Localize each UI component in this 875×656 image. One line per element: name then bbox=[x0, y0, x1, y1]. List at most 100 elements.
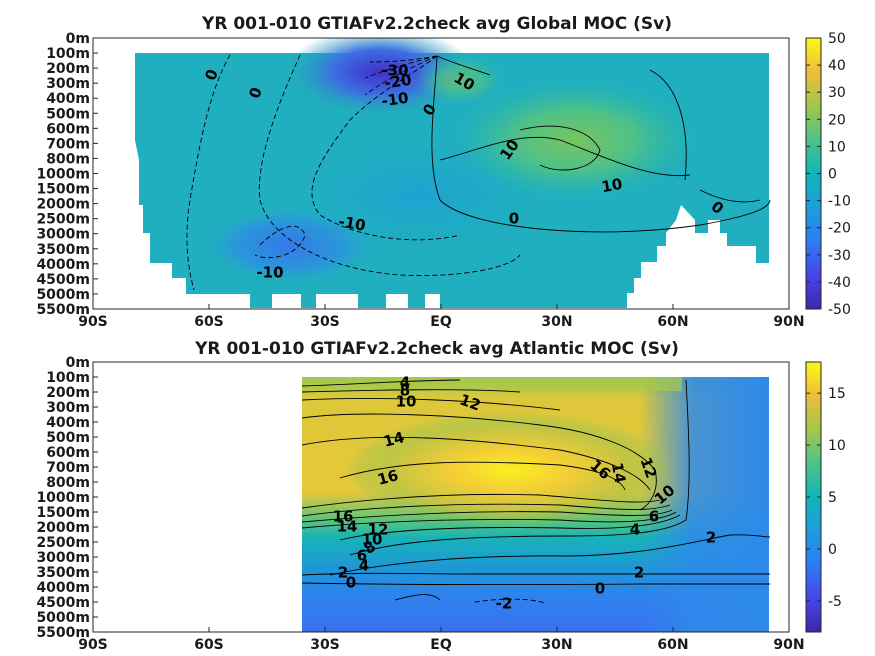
contour-label: 14 bbox=[608, 461, 629, 485]
contour-label: 6 bbox=[649, 508, 659, 526]
atlantic-max-core bbox=[345, 412, 675, 528]
global-y-tick-label: 1000m bbox=[36, 167, 90, 183]
atlantic-x-tick-label: 60N bbox=[657, 637, 688, 653]
global-x-tick-label: EQ bbox=[430, 314, 452, 330]
atlantic-y-tick-label: 4500m bbox=[36, 595, 90, 611]
global-y-tick-label: 5000m bbox=[36, 287, 90, 303]
global-colorbar-tick-label: -50 bbox=[828, 302, 851, 318]
contour-label: -20 bbox=[383, 71, 412, 93]
atlantic-north-blue bbox=[640, 377, 769, 632]
global-x-tick-label: 90S bbox=[78, 314, 108, 330]
atlantic-colorbar-tick-label: 5 bbox=[828, 490, 837, 506]
contour-label: 0 bbox=[509, 210, 519, 228]
global-y-tick-label: 2000m bbox=[36, 197, 90, 213]
global-y-tick-label: 400m bbox=[46, 91, 90, 107]
global-y-tick-label: 3000m bbox=[36, 227, 90, 243]
contour-label: 2 bbox=[706, 529, 716, 547]
atlantic-y-tick-label: 2000m bbox=[36, 520, 90, 536]
contour-label: 16 bbox=[375, 466, 400, 489]
atlantic-y-tick-label: 5000m bbox=[36, 610, 90, 626]
atlantic-y-tick-label: 600m bbox=[46, 445, 90, 461]
atlantic-x-tick-label: EQ bbox=[430, 637, 452, 653]
global-y-tick-label: 100m bbox=[46, 46, 90, 62]
atlantic-y-tick-label: 500m bbox=[46, 430, 90, 446]
global-colorbar-tick-label: 0 bbox=[828, 167, 837, 183]
atlantic-x-tick-label: 60S bbox=[194, 637, 224, 653]
global-contours bbox=[186, 54, 771, 291]
atlantic-y-tick-label: 0m bbox=[66, 355, 90, 371]
global-colorbar-tick-label: -30 bbox=[828, 248, 851, 264]
contour-label: 12 bbox=[368, 521, 389, 539]
atlantic-y-tick-label: 100m bbox=[46, 370, 90, 386]
atlantic-y-tick-label: 1500m bbox=[36, 505, 90, 521]
contour-label: 10 bbox=[600, 175, 624, 196]
global-x-axis: 90S 60S 30S EQ 30N 60N 90N bbox=[78, 304, 805, 330]
atlantic-x-tick-label: 90N bbox=[773, 637, 804, 653]
atlantic-y-tick-label: 5500m bbox=[36, 625, 90, 641]
global-colorbar-tick-label: -20 bbox=[828, 221, 851, 237]
contour-label: -2 bbox=[496, 595, 513, 613]
global-colorbar-tick-label: -10 bbox=[828, 194, 851, 210]
global-x-tick-label: 60S bbox=[194, 314, 224, 330]
atlantic-colorbar-tick-label: -5 bbox=[828, 594, 842, 610]
atlantic-colorbar-ticks: 15 10 5 0 -5 bbox=[806, 386, 846, 610]
atlantic-x-axis: 90S 60S 30S EQ 30N 60N 90N bbox=[78, 627, 805, 653]
global-y-tick-label: 4000m bbox=[36, 257, 90, 273]
atlantic-x-tick-label: 30S bbox=[310, 637, 340, 653]
atlantic-y-tick-label: 3500m bbox=[36, 565, 90, 581]
atlantic-top-band bbox=[302, 377, 682, 391]
atlantic-y-tick-label: 800m bbox=[46, 475, 90, 491]
global-y-tick-label: 3500m bbox=[36, 242, 90, 258]
atlantic-y-tick-label: 200m bbox=[46, 385, 90, 401]
global-positive-cell-top bbox=[415, 55, 505, 105]
global-colorbar-tick-label: 10 bbox=[828, 139, 846, 155]
atlantic-y-tick-label: 700m bbox=[46, 460, 90, 476]
contour-label: 16 bbox=[333, 508, 354, 526]
global-title: YR 001-010 GTIAFv2.2check avg Global MOC… bbox=[201, 14, 672, 34]
contour-label: 2 bbox=[634, 564, 644, 582]
global-x-tick-label: 30N bbox=[541, 314, 572, 330]
global-y-tick-label: 0m bbox=[66, 31, 90, 47]
atlantic-x-tick-label: 90S bbox=[78, 637, 108, 653]
contour-label: 4 bbox=[359, 557, 369, 575]
global-plot-area bbox=[135, 38, 771, 308]
global-colorbar-tick-label: 20 bbox=[828, 112, 846, 128]
contour-label: 14 bbox=[381, 428, 406, 451]
atlantic-negative-contour bbox=[474, 598, 546, 604]
atlantic-y-tick-label: 1000m bbox=[36, 490, 90, 506]
atlantic-y-tick-label: 4000m bbox=[36, 580, 90, 596]
atlantic-y-tick-label: 300m bbox=[46, 400, 90, 416]
atlantic-title: YR 001-010 GTIAFv2.2check avg Atlantic M… bbox=[194, 339, 679, 359]
global-colorbar-tick-label: 30 bbox=[828, 85, 846, 101]
global-y-tick-label: 200m bbox=[46, 61, 90, 77]
atlantic-contours bbox=[301, 379, 771, 601]
contour-label: 4 bbox=[400, 374, 410, 392]
contour-label: 4 bbox=[630, 521, 640, 539]
contour-label: 0 bbox=[595, 580, 605, 598]
global-y-tick-label: 300m bbox=[46, 76, 90, 92]
atlantic-y-tick-label: 2500m bbox=[36, 535, 90, 551]
contour-label: 0 bbox=[346, 574, 356, 592]
contour-label: 10 bbox=[396, 393, 417, 411]
global-x-tick-label: 30S bbox=[310, 314, 340, 330]
contour-label: 2 bbox=[338, 564, 348, 582]
atlantic-x-tick-label: 30N bbox=[541, 637, 572, 653]
contour-label: -10 bbox=[256, 264, 283, 282]
atlantic-y-tick-label: 3000m bbox=[36, 550, 90, 566]
contour-label: -10 bbox=[380, 89, 409, 111]
atlantic-plot-area bbox=[301, 377, 771, 632]
global-x-tick-label: 60N bbox=[657, 314, 688, 330]
contour-label: -10 bbox=[337, 212, 367, 234]
global-y-tick-label: 2500m bbox=[36, 212, 90, 228]
atlantic-colorbar-tick-label: 10 bbox=[828, 438, 846, 454]
global-colorbar-tick-label: -40 bbox=[828, 275, 851, 291]
contour-label: 6 bbox=[357, 547, 367, 565]
atlantic-colorbar-tick-label: 0 bbox=[828, 542, 837, 558]
global-y-tick-label: 4500m bbox=[36, 272, 90, 288]
global-colorbar-tick-label: 50 bbox=[828, 31, 846, 47]
contour-label: -30 bbox=[381, 62, 408, 80]
global-y-tick-label: 800m bbox=[46, 151, 90, 167]
global-y-tick-label: 1500m bbox=[36, 182, 90, 198]
